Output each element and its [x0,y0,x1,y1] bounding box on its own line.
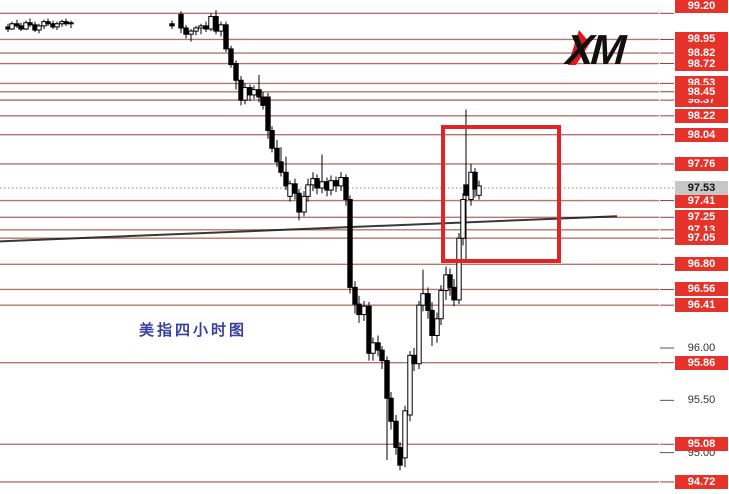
candle-body-15 [169,23,175,27]
trend-line [0,215,618,243]
xm-logo: XM [564,26,625,73]
candle-body-45 [314,178,320,189]
candle-body-11 [54,23,60,28]
candle-body-70 [429,309,435,336]
candle-body-75 [451,286,457,301]
candle-body-49 [333,180,339,187]
candle-body-7 [36,25,42,31]
candle-body-52 [347,199,353,288]
candle-body-62 [393,420,399,448]
candle-body-25 [223,24,229,50]
candle-body-69 [425,293,431,311]
candle-body-71 [434,318,440,336]
highlight-rectangle [441,125,561,263]
candle-body-46 [319,181,325,189]
candle-body-55 [361,305,367,316]
candle-body-20 [198,25,204,29]
candle-body-22 [208,15,214,30]
candle-body-53 [352,286,358,305]
candle-body-27 [233,63,239,81]
candle-body-37 [278,161,284,173]
candle-body-67 [416,304,422,365]
candle-body-65 [407,354,413,416]
candle-body-39 [287,183,293,197]
candle-body-21 [203,25,209,30]
candle-body-51 [343,177,349,201]
candle-body-63 [397,446,403,466]
candle-body-19 [193,27,199,32]
candle-body-42 [301,195,307,213]
candle-body-34 [265,96,271,131]
candle-body-56 [366,305,372,354]
candle-body-59 [379,349,385,362]
candle-body-14 [68,22,74,25]
candle-body-18 [188,30,194,35]
candle-body-81 [476,185,482,196]
candle-body-74 [447,274,453,288]
chart-title-annotation: 美指四小时图 [139,322,248,339]
candle-body-64 [402,410,408,459]
candle-body-4 [23,22,29,30]
candle-body-40 [292,183,298,194]
candle-body-57 [370,342,376,354]
candle-body-35 [269,129,275,149]
candle-body-32 [256,89,262,98]
candle-body-50 [338,177,344,187]
candle-body-80 [472,171,478,190]
candle-body-76 [456,237,462,301]
candle-body-16 [178,13,184,29]
candle-body-68 [420,293,426,306]
candle-body-23 [213,15,219,32]
candle-body-60 [384,360,390,399]
candle-body-9 [45,21,51,25]
candle-body-43 [305,184,311,197]
candle-body-38 [283,171,289,187]
candle-body-61 [388,397,394,422]
candle-body-33 [260,96,266,106]
candle-body-66 [411,354,417,365]
candle-body-78 [463,184,469,196]
xm-logo-text: XM [564,26,625,73]
candle-body-29 [242,87,248,101]
candle-body-3 [18,25,24,30]
candle-body-5 [27,22,33,26]
candle-body-72 [438,290,444,320]
candle-body-24 [218,24,224,32]
candle-body-1 [9,23,15,30]
candle-body-2 [14,23,20,27]
candle-body-17 [183,27,189,35]
candle-body-77 [460,199,466,239]
xm-logo-arrow-icon [568,30,590,65]
candle-body-36 [274,147,280,163]
candle-body-13 [63,21,69,25]
candle-body-41 [296,192,302,213]
candle-body-58 [375,342,381,351]
candle-body-48 [328,180,334,191]
candle-body-54 [356,303,362,316]
candle-body-26 [228,48,234,66]
candle-body-31 [251,89,257,96]
